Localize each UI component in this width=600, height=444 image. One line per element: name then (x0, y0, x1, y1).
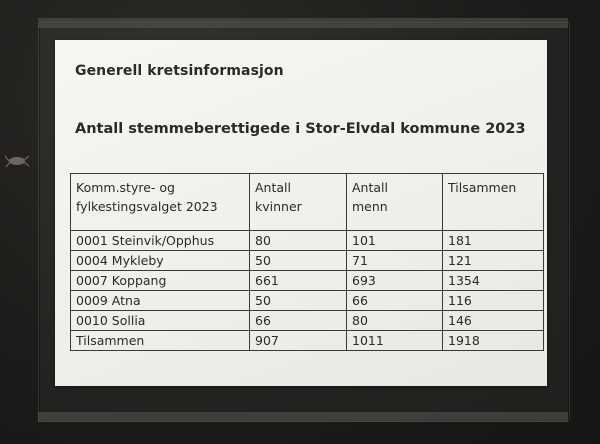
cell-men: 71 (346, 250, 443, 271)
tape-top (38, 18, 568, 28)
cell-name: 0004 Mykleby (70, 250, 250, 271)
header-women: Antall kvinner (249, 173, 347, 231)
header-men-line2: menn (352, 199, 388, 214)
cell-name: Tilsammen (70, 330, 250, 351)
cell-total: 181 (442, 230, 544, 251)
cell-women: 80 (249, 230, 347, 251)
tape-bottom (38, 412, 568, 422)
cell-women: 661 (249, 270, 347, 291)
notice-heading: Generell kretsinformasjon (75, 63, 284, 79)
cell-name: 0009 Atna (70, 290, 250, 311)
cell-men: 66 (346, 290, 443, 311)
cell-name: 0001 Steinvik/Opphus (70, 230, 250, 251)
cell-name: 0007 Koppang (70, 270, 250, 291)
table-row: 0007 Koppang 661 693 1354 (70, 270, 544, 291)
cell-total: 1918 (442, 330, 544, 351)
header-election: Komm.styre- og fylkestingsvalget 2023 (70, 173, 250, 231)
cell-total: 116 (442, 290, 544, 311)
cell-men: 1011 (346, 330, 443, 351)
cell-women: 66 (249, 310, 347, 331)
cell-women: 50 (249, 250, 347, 271)
table-row: 0001 Steinvik/Opphus 80 101 181 (70, 230, 544, 251)
table-row-total: Tilsammen 907 1011 1918 (70, 330, 544, 351)
header-women-line1: Antall (255, 180, 291, 195)
cell-men: 101 (346, 230, 443, 251)
cell-total: 121 (442, 250, 544, 271)
cell-men: 693 (346, 270, 443, 291)
header-women-line2: kvinner (255, 199, 302, 214)
table-row: 0004 Mykleby 50 71 121 (70, 250, 544, 271)
header-total-line1: Tilsammen (448, 180, 517, 195)
table-row: 0009 Atna 50 66 116 (70, 290, 544, 311)
table-row: 0010 Sollia 66 80 146 (70, 310, 544, 331)
header-total: Tilsammen (442, 173, 544, 231)
header-election-line1: Komm.styre- og (76, 180, 175, 195)
header-men: Antall menn (346, 173, 443, 231)
cell-women: 50 (249, 290, 347, 311)
voter-table: Komm.styre- og fylkestingsvalget 2023 An… (70, 173, 544, 351)
cell-total: 1354 (442, 270, 544, 291)
table-header-row: Komm.styre- og fylkestingsvalget 2023 An… (70, 173, 544, 231)
header-election-line2: fylkestingsvalget 2023 (76, 199, 218, 214)
cell-women: 907 (249, 330, 347, 351)
cell-total: 146 (442, 310, 544, 331)
cell-name: 0010 Sollia (70, 310, 250, 331)
notice-paper: Generell kretsinformasjon Antall stemmeb… (55, 40, 547, 386)
cell-men: 80 (346, 310, 443, 331)
header-men-line1: Antall (352, 180, 388, 195)
insect-icon (4, 155, 30, 168)
notice-subheading: Antall stemmeberettigede i Stor-Elvdal k… (75, 121, 526, 137)
